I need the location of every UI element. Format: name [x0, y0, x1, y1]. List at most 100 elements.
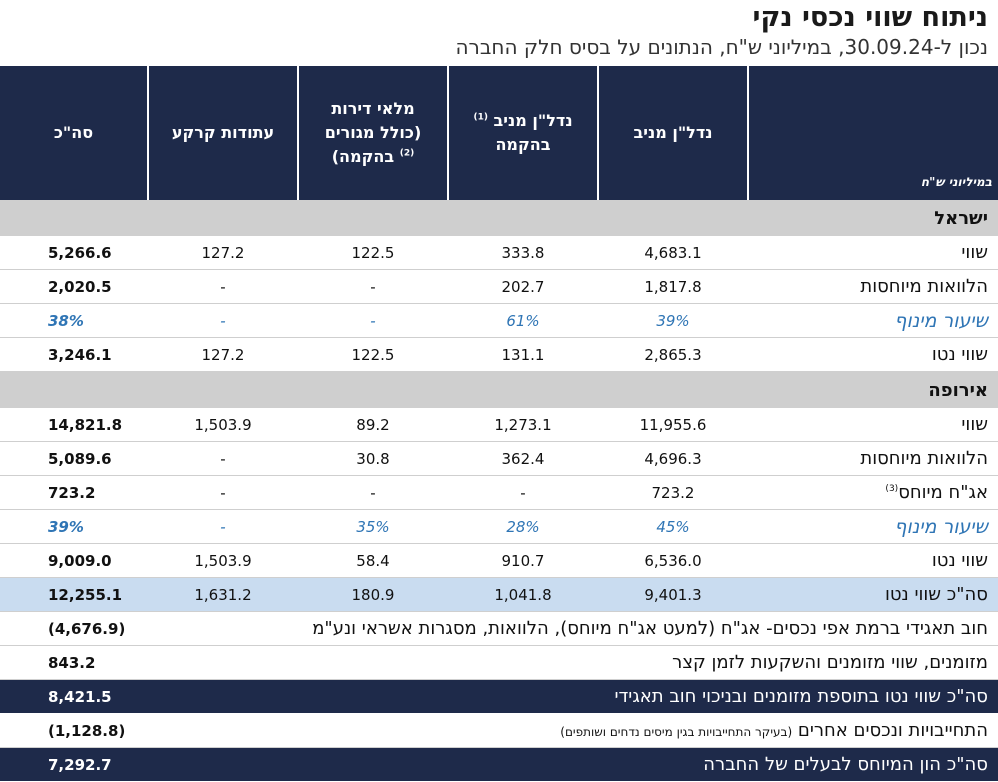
cell: 9,401.3	[598, 577, 748, 612]
cell: 127.2	[148, 236, 298, 270]
row-label: שווי	[748, 236, 998, 270]
cell: 362.4	[448, 441, 598, 476]
column-header-income-property: נדל"ן מניב	[597, 66, 748, 200]
column-header-line: מלאי דירות	[331, 99, 415, 118]
row-label: שווי נטו	[748, 543, 998, 578]
cell: 2,865.3	[598, 337, 748, 372]
table-row-corporate-debt: חוב תאגידי ברמת אפי נכסים- אג"ח (למעט אג…	[0, 611, 998, 646]
total-cell: 3,246.1	[0, 337, 148, 372]
total-cell: 2,020.5	[0, 269, 148, 304]
total-cell: 39%	[0, 509, 148, 544]
cell: 131.1	[448, 337, 598, 372]
cell: -	[148, 269, 298, 304]
cell: -	[148, 441, 298, 476]
total-cell: (4,676.9)	[0, 611, 148, 646]
row-label: שיעור מינוף	[748, 509, 998, 544]
column-header-line: (כולל מגורים	[324, 123, 422, 142]
cell: -	[148, 475, 298, 510]
cell: 122.5	[298, 236, 448, 270]
total-cell: 7,292.7	[0, 747, 148, 782]
total-cell: 38%	[0, 303, 148, 338]
total-cell: 9,009.0	[0, 543, 148, 578]
table-row: הלוואות מיוחסות 1,817.8 202.7 - - 2,020.…	[0, 269, 998, 304]
footnote-marker: (3)	[885, 484, 899, 494]
column-header-land-reserves: עתודות קרקע	[147, 66, 298, 200]
cell: 30.8	[298, 441, 448, 476]
cell: 28%	[448, 509, 598, 544]
cell: 6,536.0	[598, 543, 748, 578]
cell: 45%	[598, 509, 748, 544]
cell: 202.7	[448, 269, 598, 304]
table-row: שווי נטו 2,865.3 131.1 122.5 127.2 3,246…	[0, 337, 998, 372]
table-row: שווי 4,683.1 333.8 122.5 127.2 5,266.6	[0, 236, 998, 270]
row-label-with-note: התחייבויות ונכסים אחרים (בעיקר התחייבויו…	[148, 713, 998, 748]
table-header: במיליוני ש"ח נדל"ן מניב נדל"ן מניב (1) ב…	[0, 66, 998, 200]
column-header-under-construction: נדל"ן מניב (1) בהקמה	[447, 66, 598, 200]
row-label: הלוואות מיוחסות	[748, 441, 998, 476]
column-header-line: בהקמה	[495, 135, 551, 154]
cell: 11,955.6	[598, 408, 748, 442]
cell: 4,696.3	[598, 441, 748, 476]
total-cell: 843.2	[0, 645, 148, 680]
row-note: (בעיקר התחייבויות בגין מיסים נדחים ושותפ…	[560, 725, 793, 739]
cell: 910.7	[448, 543, 598, 578]
cell: 1,273.1	[448, 408, 598, 442]
row-label: שיעור מינוף	[748, 303, 998, 338]
total-cell: (1,128.8)	[0, 713, 148, 748]
cell: 122.5	[298, 337, 448, 372]
nav-table: במיליוני ש"ח נדל"ן מניב נדל"ן מניב (1) ב…	[0, 66, 998, 782]
cell: 89.2	[298, 408, 448, 442]
table-row-equity: סה"כ הון המיוחס לבעלים של החברה 7,292.7	[0, 747, 998, 782]
table-row: שווי 11,955.6 1,273.1 89.2 1,503.9 14,82…	[0, 408, 998, 442]
footnote-marker: (2)	[399, 148, 415, 159]
total-cell: 14,821.8	[0, 408, 148, 442]
cell: 333.8	[448, 236, 598, 270]
cell: 4,683.1	[598, 236, 748, 270]
cell: -	[148, 303, 298, 338]
total-cell: 5,089.6	[0, 441, 148, 476]
table-row: שווי נטו 6,536.0 910.7 58.4 1,503.9 9,00…	[0, 543, 998, 578]
row-label: סה"כ שווי נטו בתוספת מזומנים ובניכוי חוב…	[148, 679, 998, 714]
total-cell: 723.2	[0, 475, 148, 510]
row-label: סה"כ שווי נטו	[748, 577, 998, 612]
section-europe: אירופה	[0, 371, 998, 408]
footnote-marker: (1)	[473, 112, 488, 123]
cell: 39%	[598, 303, 748, 338]
cell: -	[298, 303, 448, 338]
cell: 1,631.2	[148, 577, 298, 612]
cell: 1,503.9	[148, 543, 298, 578]
total-cell: 5,266.6	[0, 236, 148, 270]
cell: 127.2	[148, 337, 298, 372]
cell: 58.4	[298, 543, 448, 578]
table-row: הלוואות מיוחסות 4,696.3 362.4 30.8 - 5,0…	[0, 441, 998, 476]
units-label: במיליוני ש"ח	[747, 66, 998, 200]
row-label: מזומנים, שווי מזומנים והשקעות לזמן קצר	[148, 645, 998, 680]
row-label: אג"ח מיוחס	[898, 482, 988, 503]
column-header-line: בהקמה)	[331, 147, 395, 166]
section-label: אירופה	[0, 371, 998, 408]
total-cell: 12,255.1	[0, 577, 148, 612]
total-cell: 8,421.5	[0, 679, 148, 714]
row-label: חוב תאגידי ברמת אפי נכסים- אג"ח (למעט אג…	[148, 611, 998, 646]
row-label: שווי נטו	[748, 337, 998, 372]
table-row-net-after-debt: סה"כ שווי נטו בתוספת מזומנים ובניכוי חוב…	[0, 679, 998, 714]
cell: 180.9	[298, 577, 448, 612]
table-row-cash: מזומנים, שווי מזומנים והשקעות לזמן קצר 8…	[0, 645, 998, 680]
row-label: שווי	[748, 408, 998, 442]
column-header-total: סה"כ	[0, 66, 148, 200]
summary-row: סה"כ שווי נטו 9,401.3 1,041.8 180.9 1,63…	[0, 577, 998, 612]
cell: -	[448, 475, 598, 510]
cell: -	[148, 509, 298, 544]
column-header-line: נדל"ן מניב	[493, 111, 573, 130]
column-header-apartment-inventory: מלאי דירות (כולל מגורים (2) בהקמה)	[297, 66, 448, 200]
table-row-leverage: שיעור מינוף 39% 61% - - 38%	[0, 303, 998, 338]
page-subtitle: נכון ל-30.09.24, במיליוני ש"ח, הנתונים ע…	[455, 35, 988, 59]
cell: 1,817.8	[598, 269, 748, 304]
row-label: סה"כ הון המיוחס לבעלים של החברה	[148, 747, 998, 782]
cell: 1,503.9	[148, 408, 298, 442]
cell: 1,041.8	[448, 577, 598, 612]
cell: -	[298, 269, 448, 304]
section-label: ישראל	[0, 200, 998, 236]
cell: 61%	[448, 303, 598, 338]
